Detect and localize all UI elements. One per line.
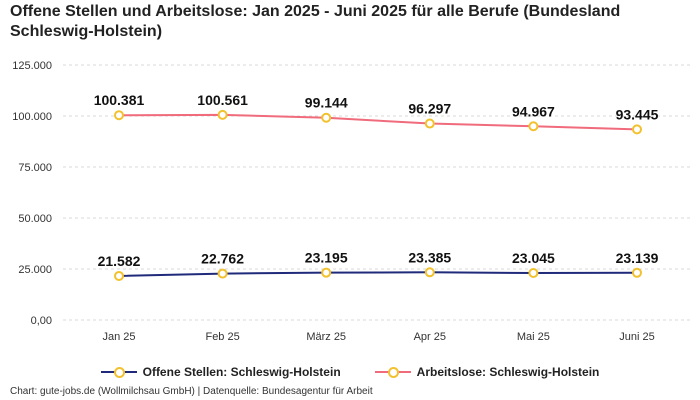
data-point-offene-stellen: [321, 267, 332, 278]
data-point-offene-stellen: [424, 267, 435, 278]
data-label-arbeitslose: 99.144: [305, 95, 348, 111]
x-tick-label: Feb 25: [205, 331, 239, 343]
chart-source: Chart: gute-jobs.de (Wollmilchsau GmbH) …: [10, 386, 373, 397]
x-tick-label: Juni 25: [619, 331, 654, 343]
legend-label-offene-stellen: Offene Stellen: Schleswig-Holstein: [142, 365, 341, 379]
series-line-arbeitslose: [118, 113, 638, 131]
data-label-offene-stellen: 23.139: [616, 250, 659, 266]
data-label-arbeitslose: 100.381: [94, 92, 145, 108]
x-tick-label: Mai 25: [517, 331, 550, 343]
data-point-offene-stellen: [217, 268, 228, 279]
series-line-offene-stellen: [118, 271, 638, 277]
data-point-arbeitslose: [321, 112, 332, 123]
data-point-arbeitslose: [114, 110, 124, 121]
data-label-arbeitslose: 96.297: [408, 101, 451, 117]
x-tick-label: Jan 25: [102, 331, 135, 343]
data-point-offene-stellen: [528, 267, 539, 278]
legend-swatch-offene-stellen: [100, 366, 137, 378]
data-label-arbeitslose: 93.445: [616, 106, 659, 122]
data-label-arbeitslose: 94.967: [512, 103, 555, 119]
chart-title: Offene Stellen und Arbeitslose: Jan 2025…: [10, 3, 621, 40]
legend-label-arbeitslose: Arbeitslose: Schleswig-Holstein: [416, 365, 600, 379]
data-point-arbeitslose: [632, 124, 642, 135]
data-point-offene-stellen: [632, 267, 642, 278]
data-label-offene-stellen: 23.195: [305, 250, 348, 266]
data-label-offene-stellen: 22.762: [201, 251, 244, 267]
data-label-arbeitslose: 100.561: [197, 92, 248, 108]
y-tick-label: 100.000: [12, 111, 52, 123]
x-tick-label: Apr 25: [414, 331, 446, 343]
data-point-offene-stellen: [114, 270, 124, 281]
y-tick-label: 50.000: [18, 213, 52, 225]
y-tick-label: 125.000: [12, 60, 52, 72]
y-tick-label: 25.000: [18, 264, 52, 276]
y-tick-label: 0,00: [31, 315, 52, 327]
data-label-offene-stellen: 21.582: [98, 253, 141, 269]
legend-item-offene-stellen[interactable]: Offene Stellen: Schleswig-Holstein: [100, 365, 341, 379]
legend-item-arbeitslose[interactable]: Arbeitslose: Schleswig-Holstein: [374, 365, 600, 379]
legend-swatch-arbeitslose: [374, 366, 411, 378]
data-point-arbeitslose: [217, 109, 228, 120]
data-point-arbeitslose: [424, 118, 435, 129]
chart-legend: Offene Stellen: Schleswig-Holstein Arbei…: [0, 362, 700, 382]
data-label-offene-stellen: 23.045: [512, 250, 555, 266]
data-point-arbeitslose: [528, 121, 539, 132]
x-tick-label: März 25: [306, 331, 346, 343]
data-label-offene-stellen: 23.385: [408, 249, 451, 265]
y-tick-label: 75.000: [18, 162, 52, 174]
